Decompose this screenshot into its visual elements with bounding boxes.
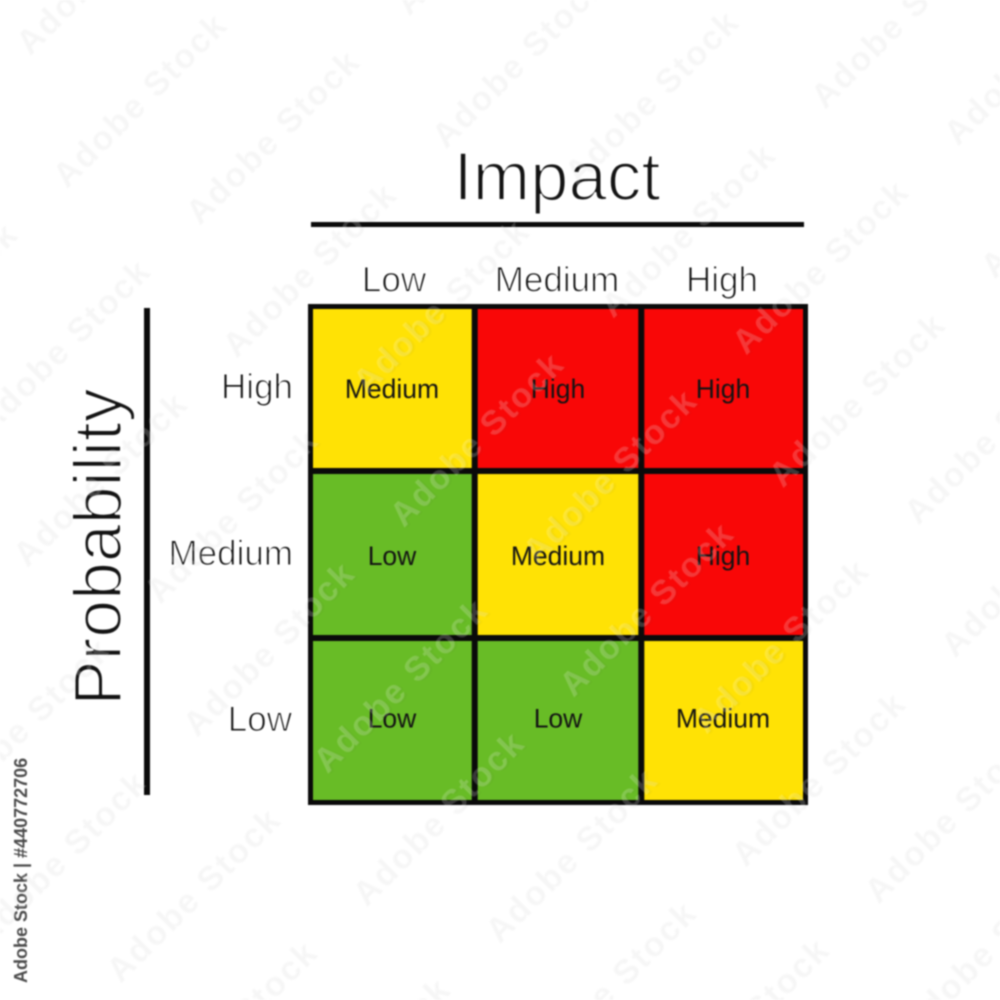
svg-text:High: High — [531, 374, 586, 404]
svg-text:High: High — [696, 374, 751, 404]
svg-text:Impact: Impact — [453, 138, 660, 215]
svg-text:High: High — [686, 261, 758, 300]
svg-text:Low: Low — [368, 704, 417, 734]
svg-text:High: High — [696, 541, 751, 571]
svg-text:Low: Low — [228, 700, 293, 739]
svg-text:Medium: Medium — [169, 534, 293, 573]
svg-text:Probability: Probability — [60, 388, 136, 706]
svg-text:Low: Low — [368, 541, 417, 571]
svg-text:High: High — [221, 368, 293, 407]
svg-text:Low: Low — [362, 261, 427, 300]
svg-text:Medium: Medium — [495, 261, 619, 300]
svg-text:Medium: Medium — [676, 704, 770, 734]
svg-text:Low: Low — [534, 704, 583, 734]
svg-text:Medium: Medium — [511, 541, 605, 571]
svg-text:Medium: Medium — [345, 374, 439, 404]
